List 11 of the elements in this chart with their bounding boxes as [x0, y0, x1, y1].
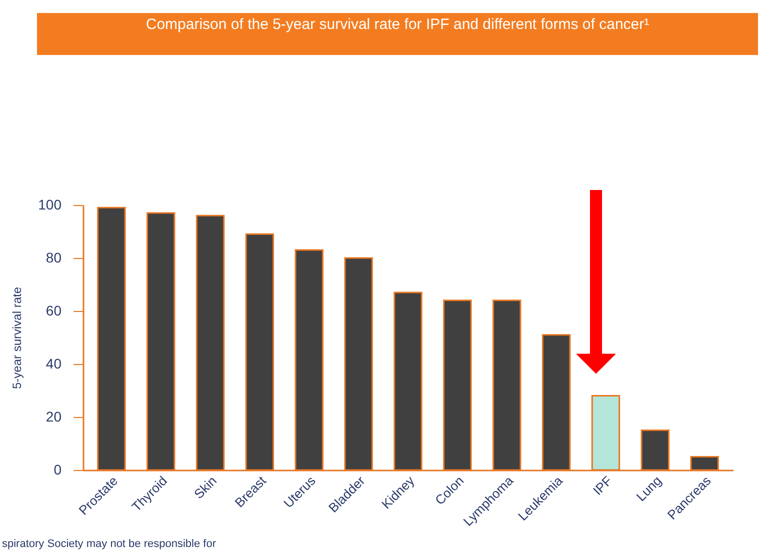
y-tick-label: 0 [54, 462, 62, 478]
x-tick-label: IPF [590, 473, 615, 498]
y-tick-label: 60 [46, 302, 62, 318]
y-tick-label: 100 [38, 196, 62, 212]
text: spiratory Society may not be responsible for [2, 538, 216, 550]
y-tick-label: 20 [46, 408, 62, 424]
chart-title: Comparison of the 5-year survival rate for IPF and different forms of cancer¹ [37, 13, 758, 55]
x-tick-label: Skin [190, 473, 220, 502]
y-axis-title: 5-year survival rate [10, 286, 24, 390]
y-tick-label: 40 [46, 356, 62, 372]
y-tick-label: 80 [46, 250, 62, 266]
